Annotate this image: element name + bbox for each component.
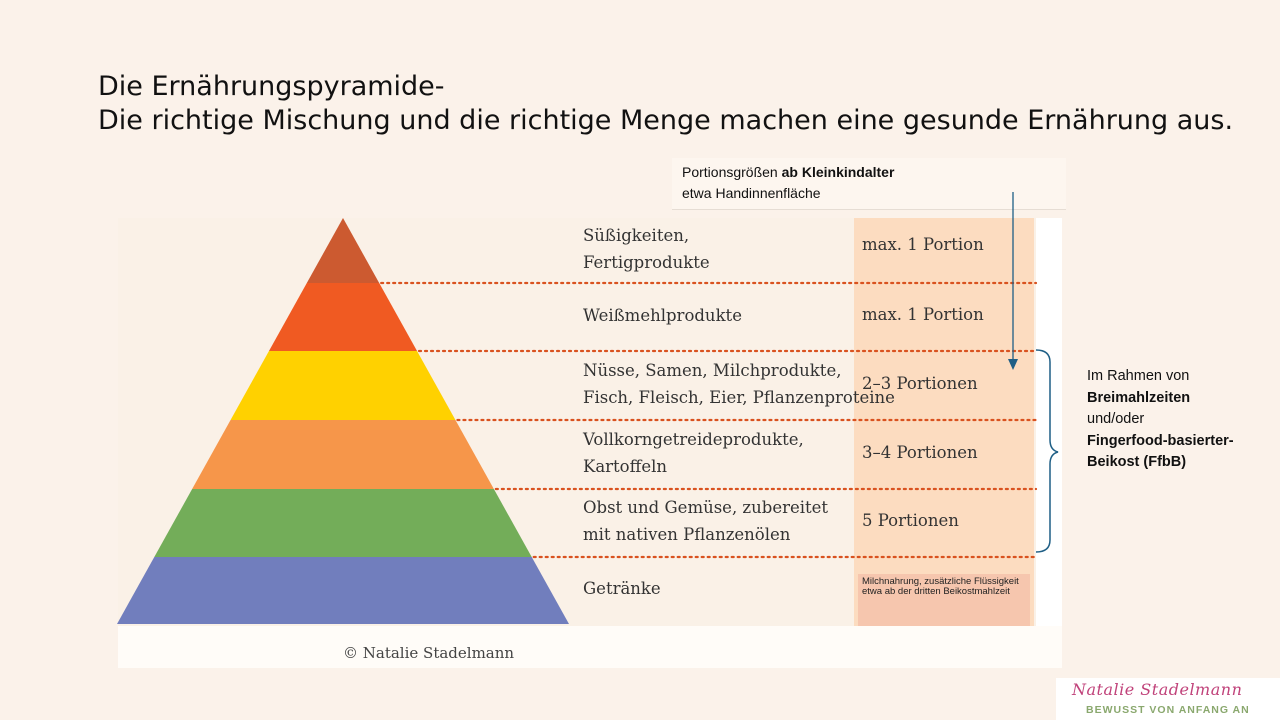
food-label-level-3: Nüsse, Samen, Milchprodukte, Fisch, Fleis… bbox=[583, 357, 895, 411]
slide-title: Die Ernährungspyramide- Die richtige Mis… bbox=[98, 70, 1233, 138]
portion-label-level-2: max. 1 Portion bbox=[862, 305, 984, 324]
pyramid-layer-1 bbox=[306, 218, 380, 283]
arrow-head bbox=[1008, 359, 1018, 370]
food-label-line: Getränke bbox=[583, 579, 661, 598]
food-label-level-1: Süßigkeiten, Fertigprodukte bbox=[583, 222, 710, 276]
logo bbox=[1056, 678, 1280, 720]
logo-tagline: BEWUSST VON ANFANG AN bbox=[1086, 704, 1250, 716]
food-label-line: Weißmehlprodukte bbox=[583, 305, 742, 325]
copyright: © Natalie Stadelmann bbox=[343, 644, 515, 662]
pyramid-layer-3 bbox=[230, 351, 456, 420]
header-note-prefix: Portionsgrößen bbox=[682, 164, 782, 180]
portion-label-level-1: max. 1 Portion bbox=[862, 234, 984, 254]
pyramid-layer-4 bbox=[192, 420, 494, 489]
portion-label-drinks: Milchnahrung, zusätzliche Flüssigkeit et… bbox=[862, 576, 1019, 597]
pyramid-panel-footer bbox=[118, 626, 1062, 668]
food-label-line: Kartoffeln bbox=[583, 456, 668, 476]
side-note-bold-2: Fingerfood-basierter-Beikost (FfbB) bbox=[1087, 432, 1234, 471]
pyramid-layer-2 bbox=[268, 283, 418, 351]
food-label-line: mit nativen Pflanzenölen bbox=[583, 525, 791, 544]
header-note-line-2: etwa Handinnenfläche bbox=[682, 185, 821, 201]
bracket bbox=[1035, 349, 1059, 553]
food-label-line: Fertigprodukte bbox=[583, 252, 710, 272]
portion-cell-drinks bbox=[858, 574, 1030, 626]
pyramid-layer-6 bbox=[117, 557, 569, 624]
food-label-level-5: Obst und Gemüse, zubereitet mit nativen P… bbox=[583, 494, 828, 548]
panel-right-strip bbox=[1036, 218, 1062, 626]
food-label-level-6: Getränke bbox=[583, 575, 661, 602]
portion-size-header: Portionsgrößen ab Kleinkindalter etwa Ha… bbox=[672, 158, 1066, 210]
food-label-level-2: Weißmehlprodukte bbox=[583, 302, 742, 329]
food-label-line: Nüsse, Samen, Milchprodukte, bbox=[583, 360, 842, 380]
side-note: Im Rahmen von Breimahlzeiten und/oder Fi… bbox=[1087, 366, 1237, 474]
portion-label-level-5: 5 Portionen bbox=[862, 511, 959, 530]
header-note-bold: ab Kleinkindalter bbox=[781, 164, 895, 180]
pyramid-layers bbox=[117, 218, 569, 624]
side-note-text-1: Im Rahmen von bbox=[1087, 368, 1190, 384]
level-separator-lines bbox=[380, 281, 1038, 559]
slide-title-line-2: Die richtige Mischung und die richtige M… bbox=[98, 105, 1234, 136]
side-note-bold-1: Breimahlzeiten bbox=[1087, 389, 1191, 406]
portion-label-level-4: 3–4 Portionen bbox=[862, 442, 978, 462]
pyramid-layer-5 bbox=[154, 489, 532, 557]
logo-name: Natalie Stadelmann bbox=[1072, 680, 1243, 699]
food-label-line: Obst und Gemüse, zubereitet bbox=[583, 498, 829, 517]
food-label-line: Süßigkeiten, bbox=[583, 225, 690, 245]
slide-title-line-1: Die Ernährungspyramide- bbox=[98, 71, 445, 102]
food-label-line: Fisch, Fleisch, Eier, Pflanzenproteine bbox=[583, 387, 895, 407]
portion-label-level-3: 2–3 Portionen bbox=[862, 373, 978, 393]
food-label-line: Vollkorngetreideprodukte, bbox=[583, 429, 804, 449]
side-note-text-2: und/oder bbox=[1087, 411, 1145, 427]
food-label-level-4: Vollkorngetreideprodukte, Kartoffeln bbox=[583, 426, 804, 480]
